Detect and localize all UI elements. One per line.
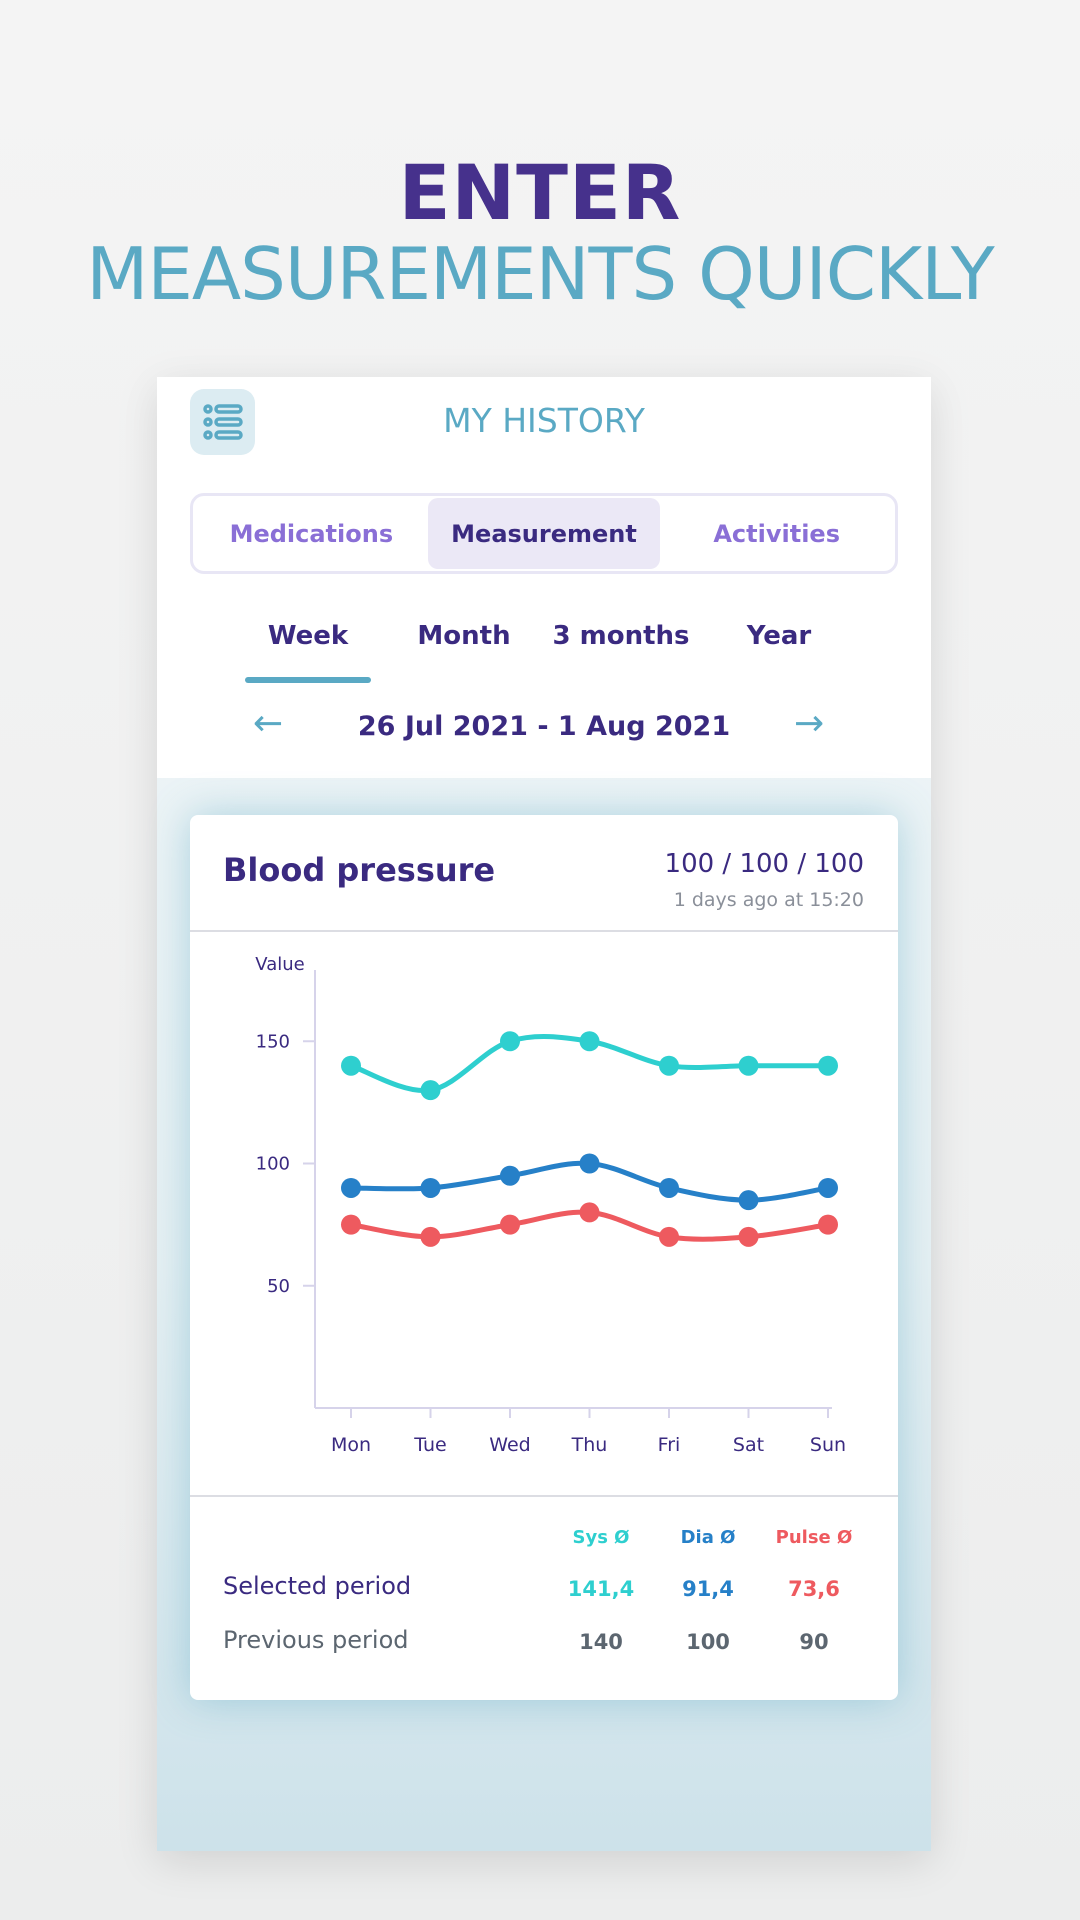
data-point-pulse xyxy=(500,1214,520,1235)
x-tick-label: Thu xyxy=(571,1434,608,1456)
data-point-sys xyxy=(420,1080,441,1101)
x-tick-label: Sat xyxy=(733,1434,764,1456)
previous-sys: 140 xyxy=(579,1630,623,1654)
latest-reading: 100 / 100 / 100 xyxy=(664,849,864,879)
period-year[interactable]: Year xyxy=(746,621,812,651)
data-point-pulse xyxy=(341,1214,361,1235)
page-title: MY HISTORY xyxy=(443,401,645,440)
data-point-dia xyxy=(341,1177,361,1198)
hero-subtitle: MEASUREMENTS QUICKLY xyxy=(86,232,994,316)
data-point-pulse xyxy=(420,1226,441,1247)
category-tabs: Medications Measurement Activities xyxy=(190,493,898,574)
data-point-sys xyxy=(818,1055,838,1076)
divider xyxy=(190,930,898,932)
data-point-dia xyxy=(659,1177,679,1198)
divider xyxy=(190,1495,898,1497)
app-screen: MY HISTORY Medications Measurement Activ… xyxy=(157,377,931,1851)
period-week[interactable]: Week xyxy=(267,621,349,651)
header-pulse: Pulse Ø xyxy=(775,1527,853,1548)
data-point-dia xyxy=(420,1177,441,1198)
x-tick-label: Sun xyxy=(810,1434,846,1456)
list-icon xyxy=(202,404,243,440)
data-point-pulse xyxy=(579,1202,600,1223)
selected-dia: 91,4 xyxy=(682,1577,734,1601)
data-point-sys xyxy=(659,1055,679,1076)
x-tick-label: Wed xyxy=(489,1434,530,1456)
period-month[interactable]: Month xyxy=(417,621,511,651)
card-title: Blood pressure xyxy=(223,851,496,889)
data-point-dia xyxy=(579,1153,600,1174)
tab-medications[interactable]: Medications xyxy=(229,519,394,548)
selected-pulse: 73,6 xyxy=(788,1577,840,1601)
data-point-sys xyxy=(738,1055,759,1076)
arrow-left-icon[interactable]: ← xyxy=(253,703,284,744)
y-tick-label: 150 xyxy=(256,1031,290,1052)
data-point-sys xyxy=(341,1055,361,1076)
data-point-dia xyxy=(818,1177,838,1198)
data-point-pulse xyxy=(818,1214,838,1235)
date-range: 26 Jul 2021 - 1 Aug 2021 xyxy=(357,711,731,742)
y-tick-label: 100 xyxy=(256,1154,290,1175)
tab-activities[interactable]: Activities xyxy=(713,519,840,548)
header-dia: Dia Ø xyxy=(680,1527,736,1548)
x-tick-label: Fri xyxy=(658,1434,681,1456)
data-point-dia xyxy=(738,1190,759,1211)
latest-reading-time: 1 days ago at 15:20 xyxy=(673,889,864,911)
row-label-previous: Previous period xyxy=(223,1626,409,1654)
data-point-dia xyxy=(500,1165,520,1186)
row-label-selected: Selected period xyxy=(223,1572,412,1600)
period-3-months[interactable]: 3 months xyxy=(552,621,690,651)
data-point-sys xyxy=(500,1031,520,1052)
menu-button[interactable] xyxy=(190,389,255,455)
x-tick-label: Tue xyxy=(413,1434,446,1456)
data-point-pulse xyxy=(738,1226,759,1247)
history-header: MY HISTORY Medications Measurement Activ… xyxy=(157,377,931,778)
blood-pressure-chart: Value 150 100 50 Mon Tue Wed Thu Fri Sat Sun xyxy=(255,954,846,1456)
data-point-pulse xyxy=(659,1226,679,1247)
hero-title: ENTER xyxy=(398,148,682,237)
arrow-right-icon[interactable]: → xyxy=(794,703,825,744)
y-axis-label: Value xyxy=(255,954,304,975)
x-tick-label: Mon xyxy=(331,1434,371,1456)
tab-measurement[interactable]: Measurement xyxy=(427,498,661,569)
y-tick-label: 50 xyxy=(267,1276,290,1297)
previous-dia: 100 xyxy=(686,1630,730,1654)
blood-pressure-card[interactable]: Blood pressure 100 / 100 / 100 1 days ag… xyxy=(190,815,898,1700)
data-point-sys xyxy=(579,1031,600,1052)
header-sys: Sys Ø xyxy=(572,1527,630,1548)
selected-sys: 141,4 xyxy=(567,1577,635,1601)
active-period-indicator xyxy=(245,677,371,683)
previous-pulse: 90 xyxy=(799,1630,829,1654)
